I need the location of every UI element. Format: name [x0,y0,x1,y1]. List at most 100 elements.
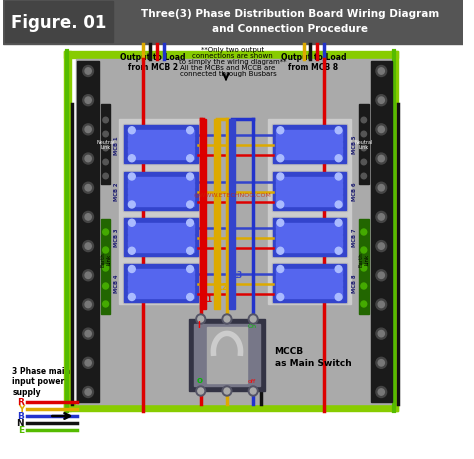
Circle shape [224,388,230,394]
Text: Output to Load
from MCB 8: Output to Load from MCB 8 [281,53,346,72]
Circle shape [128,248,135,255]
Bar [123,125,199,165]
Bar [128,293,194,298]
Circle shape [128,266,135,273]
Circle shape [187,220,193,227]
Text: On: On [247,323,256,328]
Circle shape [103,265,109,271]
Bar [359,219,369,314]
Bar [276,155,342,160]
Circle shape [361,230,367,235]
Bar [273,172,346,210]
Bar [276,195,342,200]
Circle shape [128,128,135,134]
Circle shape [83,329,93,339]
Circle shape [361,247,367,253]
Circle shape [103,146,109,151]
Circle shape [83,124,93,135]
Text: @WWW.ETECHNOG.COM: @WWW.ETECHNOG.COM [194,192,272,197]
Text: MCB 4: MCB 4 [114,274,119,293]
Bar [128,269,194,274]
Bar [64,52,71,411]
Circle shape [378,360,384,366]
Circle shape [187,202,193,208]
Circle shape [378,98,384,104]
Circle shape [361,302,367,308]
Circle shape [83,67,93,77]
Bar [101,219,110,314]
Bar [276,137,342,142]
Circle shape [83,95,93,106]
Circle shape [376,299,387,310]
Circle shape [83,270,93,281]
Circle shape [335,202,342,208]
Text: as Main Switch: as Main Switch [274,359,351,368]
Bar [128,183,194,188]
Circle shape [187,156,193,162]
Circle shape [277,174,284,180]
Circle shape [85,243,91,250]
Bar [128,189,194,194]
Circle shape [376,329,387,339]
Circle shape [277,266,284,273]
Circle shape [85,98,91,104]
Circle shape [277,202,284,208]
Circle shape [361,132,366,138]
Circle shape [103,247,109,253]
Circle shape [376,212,387,223]
Circle shape [378,156,384,162]
Bar [101,105,110,185]
Bar [128,229,194,234]
Circle shape [361,146,366,151]
Circle shape [103,302,109,308]
Circle shape [335,128,342,134]
Text: Earth
Link: Earth Link [100,252,111,266]
Circle shape [335,174,342,180]
Bar [273,218,346,256]
Bar [276,281,342,286]
Bar [276,223,342,228]
Bar [272,217,347,257]
Circle shape [378,214,384,221]
Text: 3 Phase main
input power
supply: 3 Phase main input power supply [12,366,71,396]
Bar [276,149,342,154]
Text: MCB 2: MCB 2 [114,182,119,200]
Circle shape [378,302,384,308]
Bar [124,126,198,164]
Bar [64,52,398,59]
Circle shape [335,294,342,301]
Bar [128,241,194,246]
Bar [77,62,99,402]
Circle shape [277,248,284,255]
Bar [276,143,342,148]
Bar [391,52,398,411]
Bar [276,229,342,234]
Bar [119,120,203,304]
Text: and Connection Procedure: and Connection Procedure [212,24,368,34]
Bar [200,120,206,309]
Bar [128,131,194,136]
Circle shape [83,358,93,369]
Circle shape [376,154,387,165]
Bar [359,105,369,185]
Bar [123,217,199,257]
Bar [124,172,198,210]
Bar [128,287,194,292]
Circle shape [85,156,91,162]
Circle shape [378,69,384,75]
Circle shape [85,360,91,366]
Circle shape [83,241,93,252]
Circle shape [376,358,387,369]
Bar [272,171,347,211]
Bar [276,247,342,252]
Bar [128,247,194,252]
Circle shape [83,386,93,397]
Bar [273,264,346,302]
Circle shape [335,220,342,227]
Bar [123,171,199,211]
Circle shape [128,174,135,180]
Circle shape [103,283,109,289]
Circle shape [361,283,367,289]
Circle shape [85,69,91,75]
Bar [276,287,342,292]
